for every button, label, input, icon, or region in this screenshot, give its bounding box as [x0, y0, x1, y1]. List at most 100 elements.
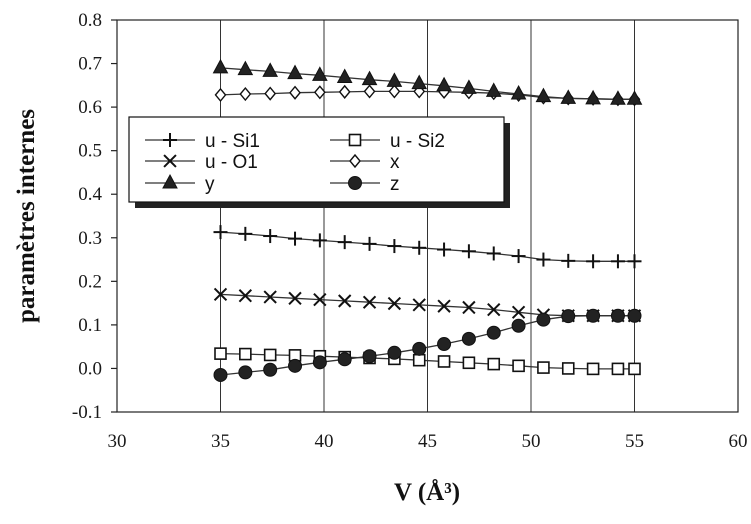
data-point-y: [585, 89, 601, 105]
data-point-u-o1: [362, 295, 377, 309]
legend-marker-u-si2: [348, 133, 362, 147]
data-point-y: [510, 84, 527, 100]
legend-label: y: [205, 174, 215, 195]
data-point-z: [586, 308, 601, 323]
data-point-u-o1: [487, 302, 501, 317]
data-point-u-o1: [313, 292, 327, 307]
data-point-z: [263, 362, 278, 377]
data-point-z: [387, 345, 402, 360]
legend-marker-y: [162, 173, 178, 189]
data-point-u-si1: [511, 249, 526, 264]
data-point-u-si1: [362, 236, 377, 251]
y-tick-label: -0.1: [72, 402, 102, 423]
data-point-z: [561, 309, 576, 324]
data-point-y: [287, 64, 303, 80]
x-tick-label: 55: [625, 431, 644, 452]
series-group: [212, 58, 643, 382]
data-point-y: [535, 87, 552, 103]
legend-item-z: z: [330, 174, 400, 195]
data-point-y: [262, 62, 279, 77]
data-point-u-si1: [486, 246, 501, 261]
x-tick-label: 60: [729, 431, 748, 452]
data-point-y: [361, 70, 378, 86]
x-tick-label: 35: [211, 431, 230, 452]
y-tick-label: 0.4: [78, 184, 102, 205]
legend-label: z: [390, 174, 400, 195]
data-point-u-si2: [561, 362, 575, 375]
data-point-x: [313, 85, 326, 100]
data-point-x: [388, 84, 401, 99]
data-point-x: [239, 86, 252, 102]
x-tick-label: 40: [315, 431, 334, 452]
series-z: [213, 308, 642, 382]
data-point-y: [336, 68, 353, 83]
data-point-u-si1: [561, 253, 576, 268]
data-point-u-si1: [536, 252, 551, 267]
legend: u - Si1 u - Si2 u - O1 x y z: [128, 116, 510, 208]
y-tick-label: 0.0: [78, 358, 102, 379]
data-point-y: [237, 60, 254, 76]
data-point-u-si2: [214, 347, 227, 360]
data-point-u-si2: [586, 362, 600, 376]
data-point-u-o1: [412, 298, 426, 312]
y-tick-label: 0.6: [78, 97, 102, 118]
data-point-u-si2: [512, 359, 525, 373]
data-point-u-si2: [437, 355, 451, 368]
data-point-y: [610, 90, 626, 105]
data-point-u-si1: [337, 235, 352, 250]
data-point-x: [363, 84, 376, 99]
legend-marker-u-si1: [163, 133, 177, 147]
legend-item-u-si1: u - Si1: [145, 131, 260, 152]
data-point-z: [610, 308, 625, 323]
data-point-z: [486, 325, 501, 340]
data-point-y: [386, 72, 403, 87]
data-point-u-o1: [511, 305, 526, 319]
legend-marker-z: [348, 176, 362, 190]
y-tick-label: 0.3: [78, 228, 102, 249]
data-point-u-o1: [338, 294, 352, 308]
data-point-u-o1: [238, 289, 252, 303]
data-point-u-si2: [462, 356, 476, 370]
data-point-u-si1: [586, 254, 601, 269]
data-point-u-o1: [462, 300, 476, 315]
plot-area: [116, 19, 739, 413]
legend-label: u - O1: [205, 152, 258, 173]
data-point-z: [627, 308, 642, 323]
data-point-z: [536, 312, 551, 327]
gridlines: [220, 20, 635, 412]
data-point-u-si1: [610, 254, 625, 269]
data-point-y: [212, 58, 229, 74]
data-point-u-si2: [263, 348, 277, 362]
y-tick-label: 0.5: [78, 141, 102, 162]
data-point-z: [288, 358, 303, 373]
data-point-u-o1: [387, 296, 402, 311]
data-point-z: [337, 352, 352, 367]
data-point-x: [289, 85, 301, 100]
data-point-u-si2: [412, 353, 426, 367]
legend-item-x: x: [330, 152, 400, 173]
legend-box: [128, 116, 505, 203]
data-point-y: [312, 66, 328, 81]
data-point-u-si1: [238, 226, 253, 241]
y-tick-label: 0.7: [78, 54, 102, 75]
data-point-u-si1: [461, 244, 476, 259]
data-point-z: [238, 365, 253, 380]
data-point-x: [338, 84, 351, 99]
x-tick-label: 45: [418, 431, 437, 452]
data-point-u-o1: [437, 299, 451, 313]
data-point-z: [412, 341, 427, 356]
data-point-z: [362, 349, 377, 364]
data-point-x: [214, 87, 227, 103]
data-point-u-si2: [537, 361, 550, 374]
data-point-y: [461, 79, 477, 94]
y-tick-label: 0.1: [78, 315, 102, 336]
x-axis-ticks: 30 35 40 45 50 55 60: [108, 431, 748, 452]
data-point-z: [213, 367, 228, 382]
data-point-y: [626, 90, 643, 105]
y-axis-ticks: -0.1 0.0 0.1 0.2 0.3 0.4 0.5 0.6 0.7 0.8: [72, 10, 117, 423]
data-point-u-o1: [263, 290, 277, 304]
data-point-y: [560, 89, 577, 104]
legend-marker-u-o1: [163, 154, 177, 168]
data-point-u-si1: [288, 231, 303, 246]
